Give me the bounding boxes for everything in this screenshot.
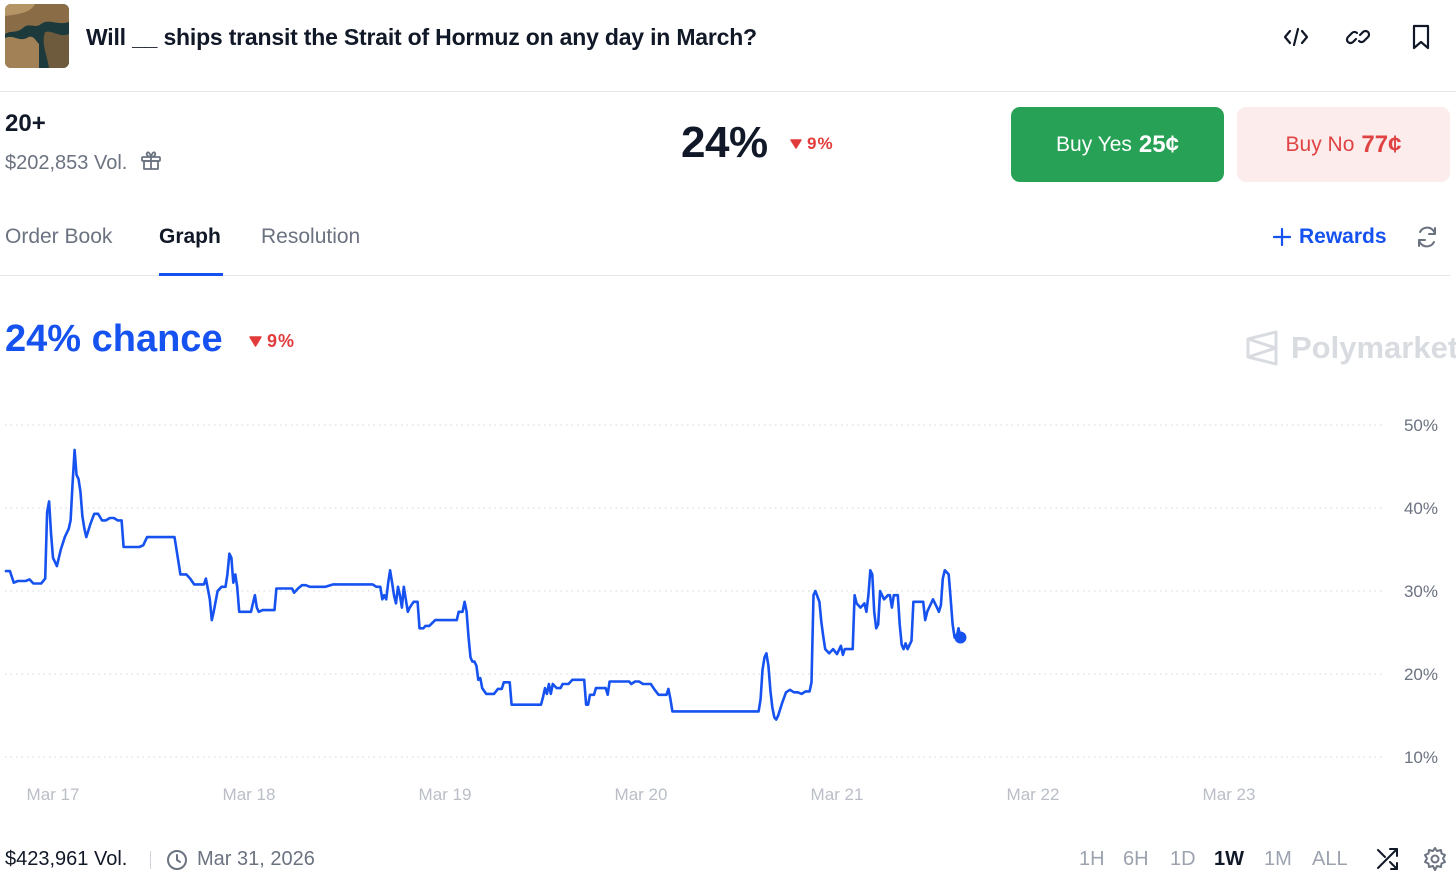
settings-icon[interactable] (1422, 846, 1448, 877)
chance-headline: 24% chance (5, 318, 223, 360)
bookmark-icon[interactable] (1406, 22, 1436, 52)
probability-chart[interactable]: 10% 20% 30% 40% 50% Mar 17 Mar 18 Mar 19 Mar 20… (0, 400, 1456, 820)
tab-resolution[interactable]: Resolution (261, 225, 361, 248)
gift-icon[interactable] (139, 148, 163, 178)
range-6h[interactable]: 6H (1123, 848, 1149, 870)
probability-value: 24% (681, 118, 768, 167)
buy-yes-button[interactable]: Buy Yes 25¢ (1011, 107, 1224, 182)
range-1w[interactable]: 1W (1214, 848, 1244, 870)
triangle-down-icon (790, 139, 802, 149)
probability-change: 9% (790, 134, 834, 154)
series-line (4, 448, 962, 721)
buy-yes-price: 25¢ (1138, 130, 1179, 158)
y-tick-label: 30% (1404, 582, 1438, 601)
end-date: Mar 31, 2026 (166, 848, 315, 871)
x-tick-label: Mar 22 (1007, 785, 1060, 804)
y-tick-label: 20% (1404, 665, 1438, 684)
footer-divider (150, 851, 151, 869)
market-header: Will __ ships transit the Strait of Horm… (0, 0, 1456, 92)
link-icon[interactable] (1343, 22, 1373, 52)
tab-graph[interactable]: Graph (159, 225, 223, 276)
end-date-text: Mar 31, 2026 (197, 848, 315, 870)
range-all[interactable]: ALL (1312, 848, 1348, 870)
y-tick-label: 40% (1404, 499, 1438, 518)
y-tick-label: 50% (1404, 416, 1438, 435)
brand-name: Polymarket (1291, 330, 1456, 365)
triangle-down-icon (249, 336, 262, 347)
outcome-label: 20+ (5, 110, 46, 137)
current-point-marker (954, 631, 967, 644)
buy-no-button[interactable]: Buy No 77¢ (1237, 107, 1450, 182)
total-volume: $423,961 Vol. (5, 848, 128, 870)
chance-change-value: 9% (267, 331, 296, 351)
chart-footer: $423,961 Vol. Mar 31, 2026 1H 6H 1D 1W 1… (0, 843, 1456, 877)
buy-no-label: Buy No (1285, 132, 1355, 156)
buy-no-price: 77¢ (1361, 130, 1402, 158)
embed-icon[interactable] (1281, 22, 1311, 52)
polymarket-logo-icon (1246, 330, 1278, 366)
range-1h[interactable]: 1H (1079, 848, 1105, 870)
rewards-button[interactable]: Rewards (1273, 225, 1387, 249)
market-volume: $202,853 Vol. (5, 151, 128, 174)
tab-bar: Order Book Graph Resolution Rewards (0, 225, 1450, 276)
rewards-label: Rewards (1299, 225, 1387, 248)
buy-yes-label: Buy Yes (1056, 132, 1132, 156)
tab-order-book[interactable]: Order Book (5, 225, 113, 248)
plus-icon (1273, 227, 1291, 247)
market-stats: 20+ $202,853 Vol. (5, 110, 163, 178)
x-tick-label: Mar 18 (223, 785, 276, 804)
range-1m[interactable]: 1M (1264, 848, 1292, 870)
brand-watermark: Polymarket (1245, 330, 1456, 366)
x-tick-label: Mar 20 (615, 785, 668, 804)
market-thumbnail-image (5, 4, 69, 68)
chance-change: 9% (249, 331, 295, 352)
market-title: Will __ ships transit the Strait of Horm… (86, 24, 757, 50)
x-tick-label: Mar 17 (27, 785, 80, 804)
refresh-icon[interactable] (1414, 224, 1440, 255)
y-tick-label: 10% (1404, 748, 1438, 767)
clock-icon (167, 849, 187, 870)
x-tick-label: Mar 21 (811, 785, 864, 804)
x-tick-label: Mar 19 (419, 785, 472, 804)
shuffle-icon[interactable] (1375, 846, 1401, 877)
change-value: 9% (807, 134, 834, 153)
range-1d[interactable]: 1D (1170, 848, 1196, 870)
x-tick-label: Mar 23 (1203, 785, 1256, 804)
